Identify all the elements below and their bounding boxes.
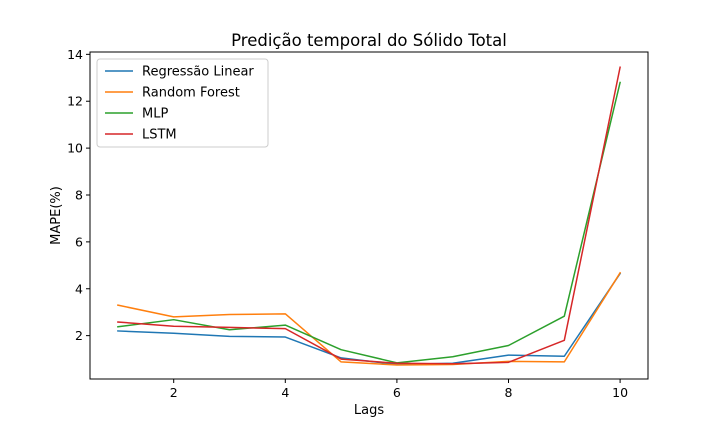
series-line-3 xyxy=(117,66,621,365)
series-line-2 xyxy=(117,81,622,364)
legend: Regressão Linear Random Forest MLP LSTM xyxy=(96,58,269,148)
y-axis: 2 4 6 8 10 12 14 xyxy=(67,47,90,343)
chart-title: Predição temporal do Sólido Total xyxy=(231,31,507,50)
y-tick-label: 8 xyxy=(75,187,83,202)
legend-label-2: MLP xyxy=(142,107,168,122)
y-tick-label: 14 xyxy=(67,47,83,62)
y-axis-label: MAPE(%) xyxy=(49,186,64,245)
y-tick-label: 12 xyxy=(67,94,83,109)
y-tick-label: 6 xyxy=(75,234,83,249)
y-tick-label: 10 xyxy=(67,141,83,156)
series-line-1 xyxy=(117,271,622,366)
x-tick-label: 4 xyxy=(281,385,289,400)
legend-box xyxy=(96,58,269,148)
x-tick-label: 2 xyxy=(170,385,178,400)
legend-label-1: Random Forest xyxy=(142,86,240,101)
legend-label-3: LSTM xyxy=(142,128,177,143)
series-layer xyxy=(117,66,622,366)
x-axis: 2 4 6 8 10 xyxy=(170,379,628,400)
y-tick-label: 2 xyxy=(75,328,83,343)
x-axis-label: Lags xyxy=(354,403,384,418)
x-tick-label: 8 xyxy=(505,385,513,400)
x-tick-label: 10 xyxy=(612,385,628,400)
plot-area-frame xyxy=(89,51,649,380)
x-tick-label: 6 xyxy=(393,385,401,400)
legend-label-0: Regressão Linear xyxy=(142,65,254,80)
y-tick-label: 4 xyxy=(75,281,83,296)
